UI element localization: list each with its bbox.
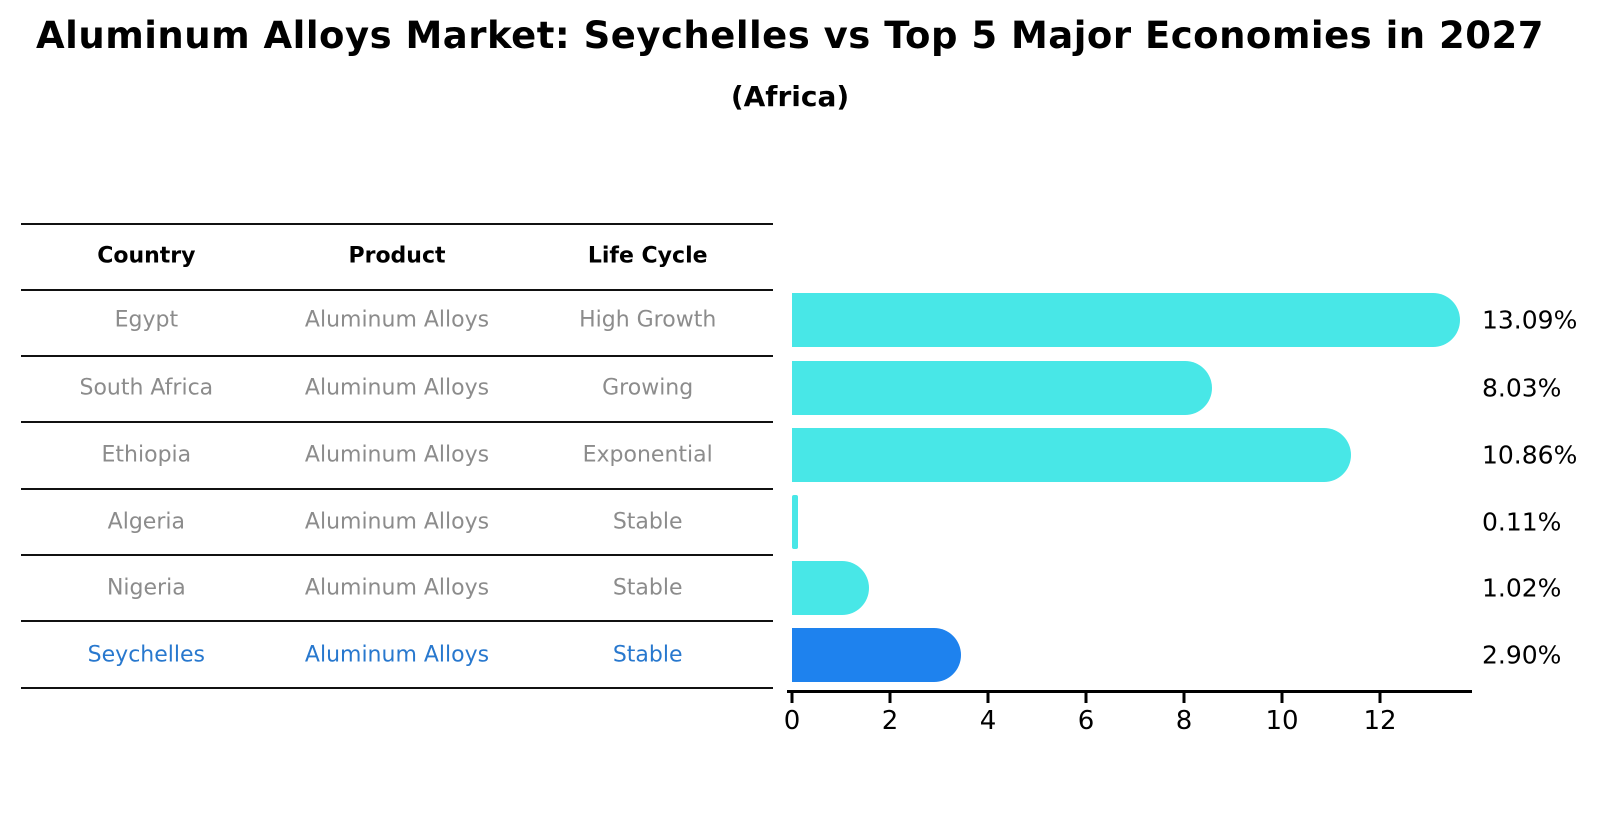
bar-value-label: 1.02% [1482,573,1562,603]
cell-lifecycle: High Growth [579,307,717,333]
table-header-product: Product [348,243,446,269]
x-axis-tick-label: 2 [881,706,899,736]
table-divider [21,355,773,357]
cell-product: Aluminum Alloys [304,575,490,601]
bar-south-africa [792,361,1212,415]
table-divider [21,223,773,225]
cell-product: Aluminum Alloys [304,375,490,401]
x-axis-tick [1280,693,1284,703]
table-divider [21,488,773,490]
table-row-south-africa: South Africa Aluminum Alloys Growing [21,376,773,401]
bar-value-label: 2.90% [1482,640,1562,670]
cell-lifecycle: Stable [612,509,683,535]
table-header-life-cycle: Life Cycle [587,243,708,269]
chart-subtitle: (Africa) [730,80,850,113]
cell-lifecycle: Exponential [582,442,713,468]
x-axis-tick [1378,693,1382,703]
cell-country: Seychelles [87,642,205,668]
cell-lifecycle: Stable [612,642,683,668]
x-axis-tick-label: 8 [1175,706,1193,736]
table-row-nigeria: Nigeria Aluminum Alloys Stable [21,576,773,601]
cell-country: Ethiopia [101,442,192,468]
cell-product: Aluminum Alloys [304,642,490,668]
x-axis-tick [790,693,794,703]
x-axis-tick [986,693,990,703]
table-row-egypt: Egypt Aluminum Alloys High Growth [21,308,773,333]
table-divider [21,620,773,622]
x-axis-tick-label: 6 [1077,706,1095,736]
table-divider [21,421,773,423]
x-axis-tick [1182,693,1186,703]
bar-algeria [792,495,798,549]
cell-country: Algeria [107,509,185,535]
cell-country: South Africa [79,375,214,401]
x-axis-tick [1084,693,1088,703]
x-axis-tick-label: 12 [1363,706,1397,736]
x-axis-tick-label: 4 [979,706,997,736]
x-axis-tick [888,693,892,703]
x-axis-tick-label: 10 [1265,706,1299,736]
x-axis-tick-label: 0 [783,706,801,736]
bar-value-label: 13.09% [1482,305,1578,335]
table-divider [21,289,773,291]
table-divider [21,554,773,556]
cell-product: Aluminum Alloys [304,442,490,468]
bar-seychelles-highlight [792,628,961,682]
cell-country: Egypt [114,307,179,333]
cell-product: Aluminum Alloys [304,509,490,535]
cell-lifecycle: Stable [612,575,683,601]
bar-value-label: 10.86% [1482,440,1578,470]
x-axis-line [787,690,1472,693]
chart-title: Aluminum Alloys Market: Seychelles vs To… [36,14,1544,57]
table-header-row: Country Product Life Cycle [21,244,773,269]
table-row-ethiopia: Ethiopia Aluminum Alloys Exponential [21,443,773,468]
table-row-seychelles: Seychelles Aluminum Alloys Stable [21,643,773,668]
table-header-country: Country [97,243,196,269]
bar-value-label: 8.03% [1482,373,1562,403]
table-divider [21,687,773,689]
bar-egypt [792,293,1460,347]
cell-lifecycle: Growing [602,375,694,401]
bar-nigeria [792,561,869,615]
table-row-algeria: Algeria Aluminum Alloys Stable [21,510,773,535]
cell-product: Aluminum Alloys [304,307,490,333]
cell-country: Nigeria [106,575,186,601]
bar-ethiopia [792,428,1351,482]
bar-value-label: 0.11% [1482,507,1562,537]
